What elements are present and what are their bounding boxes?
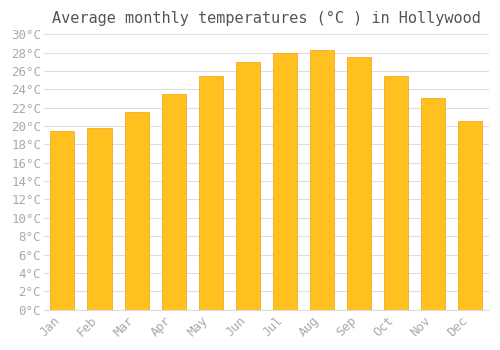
Bar — [273, 52, 297, 310]
Bar — [236, 62, 260, 310]
Bar — [458, 121, 482, 310]
Bar — [124, 112, 148, 310]
Bar — [50, 131, 74, 310]
Bar — [88, 128, 112, 310]
Bar — [198, 76, 223, 310]
Bar — [310, 50, 334, 310]
Title: Average monthly temperatures (°C ) in Hollywood: Average monthly temperatures (°C ) in Ho… — [52, 11, 481, 26]
Bar — [347, 57, 371, 310]
Bar — [384, 76, 408, 310]
Bar — [162, 94, 186, 310]
Bar — [421, 98, 446, 310]
